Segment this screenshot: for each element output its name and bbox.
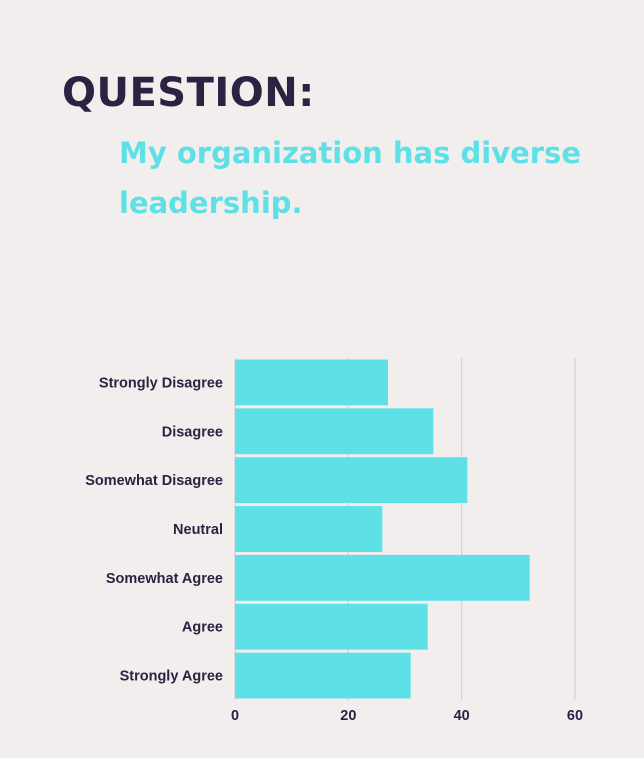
- bar: [235, 457, 468, 504]
- bar: [235, 554, 530, 601]
- category-label: Strongly Agree: [120, 669, 223, 685]
- question-heading: QUESTION:: [62, 70, 315, 116]
- bar: [235, 603, 428, 650]
- category-label: Neutral: [173, 522, 223, 538]
- category-label: Somewhat Disagree: [85, 473, 223, 489]
- category-label: Somewhat Agree: [106, 571, 223, 587]
- x-tick-label: 40: [454, 708, 470, 724]
- bar: [235, 408, 434, 455]
- category-label: Strongly Disagree: [99, 375, 223, 391]
- x-tick-label: 60: [567, 708, 583, 724]
- question-text: My organization has diverse leadership.: [119, 136, 581, 220]
- x-tick-label: 20: [340, 708, 356, 724]
- category-label: Disagree: [162, 424, 223, 440]
- bar: [235, 359, 388, 406]
- bar: [235, 652, 411, 699]
- bar: [235, 506, 383, 552]
- category-label: Agree: [182, 620, 223, 636]
- x-tick-label: 0: [231, 708, 239, 724]
